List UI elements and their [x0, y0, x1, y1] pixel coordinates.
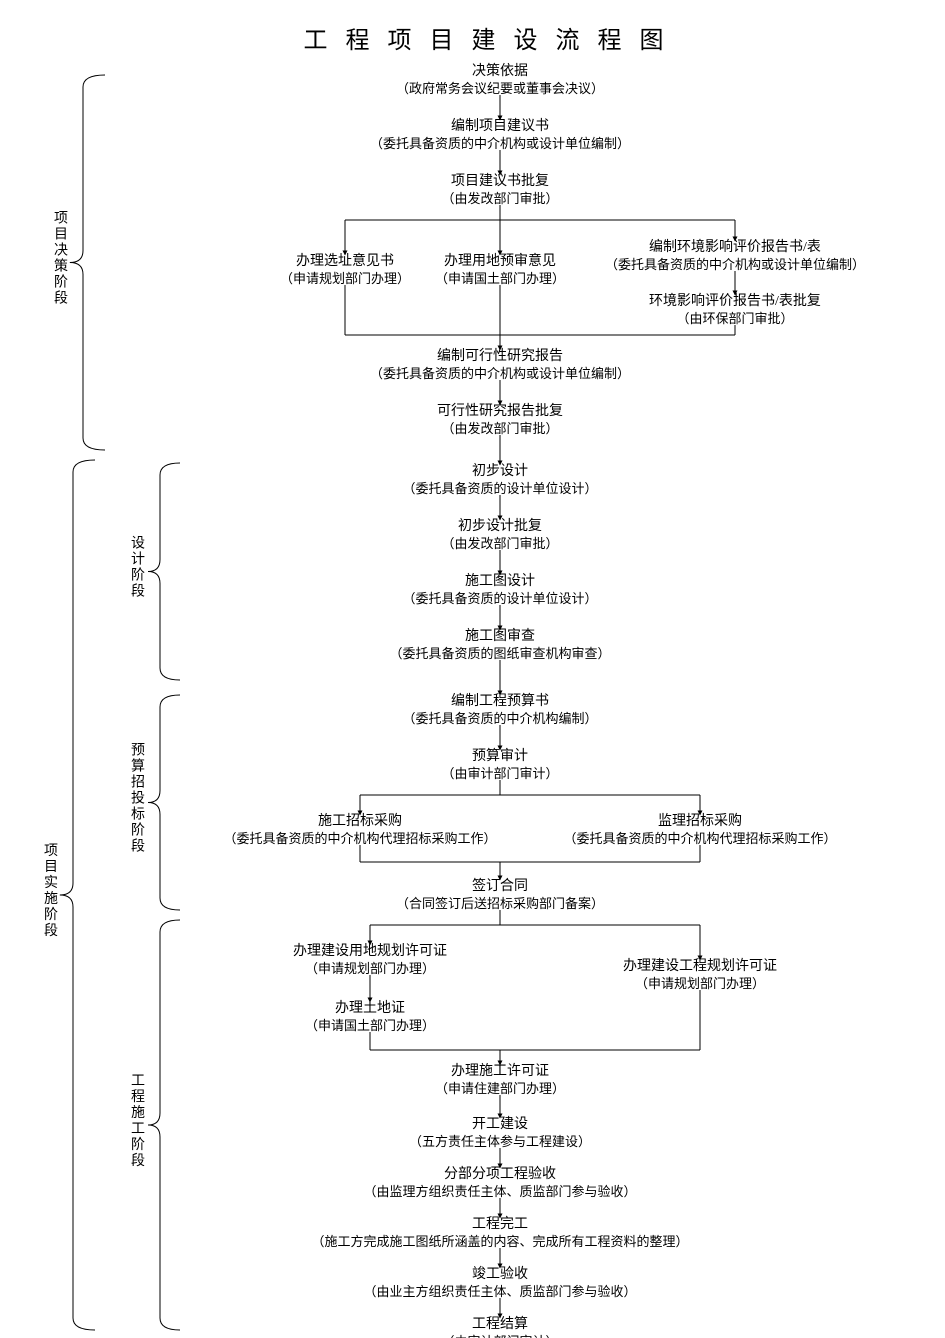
flow-node: 办理建设用地规划许可证 （申请规划部门办理） — [293, 943, 447, 976]
flow-node: 可行性研究报告批复 （由发改部门审批） — [437, 402, 563, 436]
flow-node-subtitle: （委托具备资质的中介机构编制） — [402, 711, 597, 726]
flow-node-subtitle: （委托具备资质的中介机构代理招标采购工作） — [223, 831, 496, 846]
flow-node-title: 初步设计批复 — [458, 517, 542, 534]
flow-node: 编制工程预算书 （委托具备资质的中介机构编制） — [402, 693, 597, 726]
flow-node-subtitle: （施工方完成施工图纸所涵盖的内容、完成所有工程资料的整理） — [311, 1234, 688, 1249]
flow-node-title: 编制工程预算书 — [451, 693, 549, 709]
flow-node: 办理施工许可证 （申请住建部门办理） — [435, 1063, 565, 1096]
flow-node-subtitle: （由监理方组织责任主体、质监部门参与验收） — [363, 1184, 636, 1199]
flow-node: 编制项目建议书 （委托具备资质的中介机构或设计单位编制） — [370, 118, 630, 151]
phase-label: 项目决策阶段 — [54, 212, 68, 307]
flow-node-title: 环境影响评价报告书/表批复 — [649, 292, 821, 309]
flow-node-subtitle: （由发改部门审批） — [441, 191, 558, 206]
flow-node: 编制环境影响评价报告书/表 （委托具备资质的中介机构或设计单位编制） — [605, 239, 865, 272]
flow-node-title: 编制环境影响评价报告书/表 — [649, 239, 821, 255]
flow-node-title: 工程结算 — [472, 1316, 528, 1332]
phase-brace — [148, 920, 180, 1330]
flow-node-subtitle: （申请国土部门办理） — [305, 1018, 435, 1033]
flow-node: 环境影响评价报告书/表批复 （由环保部门审批） — [649, 292, 821, 326]
flow-node: 预算审计 （由审计部门审计） — [441, 748, 558, 781]
flow-node: 监理招标采购 （委托具备资质的中介机构代理招标采购工作） — [563, 813, 836, 846]
flow-node-title: 施工图设计 — [465, 573, 535, 589]
flow-node-title: 项目建议书批复 — [451, 172, 549, 189]
flow-node-title: 开工建设 — [472, 1116, 528, 1132]
flow-node-title: 签订合同 — [472, 877, 528, 894]
diagram-title: 工程项目建设流程图 — [304, 27, 682, 54]
flow-node-subtitle: （委托具备资质的中介机构或设计单位编制） — [370, 366, 630, 381]
phase-label: 设计阶段 — [131, 536, 145, 600]
flow-node-title: 监理招标采购 — [658, 813, 742, 829]
flow-node: 决策依据 （政府常务会议纪要或董事会决议） — [396, 62, 604, 96]
flow-node-subtitle: （申请住建部门办理） — [435, 1081, 565, 1096]
flow-node-title: 编制可行性研究报告 — [437, 348, 563, 364]
phase-brace — [60, 460, 95, 1330]
flow-node-subtitle: （政府常务会议纪要或董事会决议） — [396, 81, 604, 96]
flow-node-subtitle: （申请规划部门办理） — [305, 961, 435, 976]
flow-node-title: 施工招标采购 — [318, 813, 402, 829]
flow-node-subtitle: （由发改部门审批） — [441, 536, 558, 551]
flow-node: 签订合同 （合同签订后送招标采购部门备案） — [396, 877, 604, 911]
flowchart-canvas: 工程项目建设流程图决策依据 （政府常务会议纪要或董事会决议） 编制项目建议书 （委托具… — [0, 0, 945, 1338]
flow-node-title: 初步设计 — [472, 462, 528, 479]
flow-node-subtitle: （委托具备资质的图纸审查机构审查） — [389, 646, 610, 661]
flow-node-subtitle: （委托具备资质的中介机构或设计单位编制） — [605, 257, 865, 272]
flow-node-title: 竣工验收 — [472, 1266, 528, 1282]
flow-node: 施工图设计 （委托具备资质的设计单位设计） — [402, 573, 597, 606]
flow-node: 竣工验收 （由业主方组织责任主体、质监部门参与验收） — [363, 1266, 636, 1299]
flow-node-subtitle: （委托具备资质的中介机构或设计单位编制） — [370, 136, 630, 151]
flow-node-subtitle: （由发改部门审批） — [441, 421, 558, 436]
flow-node: 初步设计批复 （由发改部门审批） — [441, 517, 558, 551]
flow-node-title: 工程完工 — [472, 1216, 528, 1232]
flow-node-title: 决策依据 — [472, 62, 528, 79]
flow-node: 项目建议书批复 （由发改部门审批） — [441, 172, 558, 206]
flow-node-title: 编制项目建议书 — [451, 118, 549, 134]
flow-node-title: 施工图审查 — [465, 628, 535, 644]
flow-node-title: 办理用地预审意见 — [444, 252, 556, 269]
flow-node-subtitle: （委托具备资质的设计单位设计） — [402, 591, 597, 606]
flow-node: 开工建设 （五方责任主体参与工程建设） — [409, 1116, 591, 1149]
flow-node-title: 办理建设工程规划许可证 — [623, 958, 777, 974]
flow-node-subtitle: （申请规划部门办理） — [280, 271, 410, 286]
phase-label: 工程施工阶段 — [131, 1074, 145, 1169]
flow-node: 施工招标采购 （委托具备资质的中介机构代理招标采购工作） — [223, 813, 496, 846]
flow-node-subtitle: （委托具备资质的设计单位设计） — [402, 481, 597, 496]
flow-node: 办理选址意见书 （申请规划部门办理） — [280, 252, 410, 286]
flow-node: 施工图审查 （委托具备资质的图纸审查机构审查） — [389, 628, 610, 661]
flow-node-subtitle: （合同签订后送招标采购部门备案） — [396, 896, 604, 911]
flow-node-title: 办理施工许可证 — [451, 1063, 549, 1079]
flow-node: 初步设计 （委托具备资质的设计单位设计） — [402, 462, 597, 496]
flow-node: 办理土地证 （申请国土部门办理） — [305, 1000, 435, 1033]
flow-node-subtitle: （申请国土部门办理） — [435, 271, 565, 286]
phase-brace — [148, 463, 180, 680]
flow-node-title: 办理选址意见书 — [296, 252, 394, 269]
flow-node-subtitle: （由审计部门审计） — [441, 766, 558, 781]
phase-label: 项目实施阶段 — [44, 844, 58, 939]
flow-node-title: 预算审计 — [472, 748, 528, 764]
phase-brace — [70, 75, 105, 450]
flow-node-subtitle: （由审计部门审计） — [441, 1334, 558, 1338]
flow-node-title: 办理土地证 — [335, 1000, 405, 1016]
flow-node: 办理建设工程规划许可证 （申请规划部门办理） — [623, 958, 777, 991]
flow-node: 办理用地预审意见 （申请国土部门办理） — [435, 252, 565, 286]
flow-node: 编制可行性研究报告 （委托具备资质的中介机构或设计单位编制） — [370, 348, 630, 381]
flow-node-subtitle: （由业主方组织责任主体、质监部门参与验收） — [363, 1284, 636, 1299]
flow-node-subtitle: （由环保部门审批） — [676, 311, 793, 326]
flow-node-title: 办理建设用地规划许可证 — [293, 943, 447, 959]
flow-node-subtitle: （委托具备资质的中介机构代理招标采购工作） — [563, 831, 836, 846]
flow-node-title: 可行性研究报告批复 — [437, 402, 563, 419]
flow-node-subtitle: （五方责任主体参与工程建设） — [409, 1134, 591, 1149]
flow-node-title: 分部分项工程验收 — [444, 1166, 556, 1182]
flow-node-subtitle: （申请规划部门办理） — [635, 976, 765, 991]
flow-node: 工程完工 （施工方完成施工图纸所涵盖的内容、完成所有工程资料的整理） — [311, 1216, 688, 1249]
flow-node: 工程结算 （由审计部门审计） — [441, 1316, 558, 1338]
flow-node: 分部分项工程验收 （由监理方组织责任主体、质监部门参与验收） — [363, 1166, 636, 1199]
phase-label: 预算招投标阶段 — [131, 743, 145, 855]
phase-brace — [148, 695, 180, 910]
